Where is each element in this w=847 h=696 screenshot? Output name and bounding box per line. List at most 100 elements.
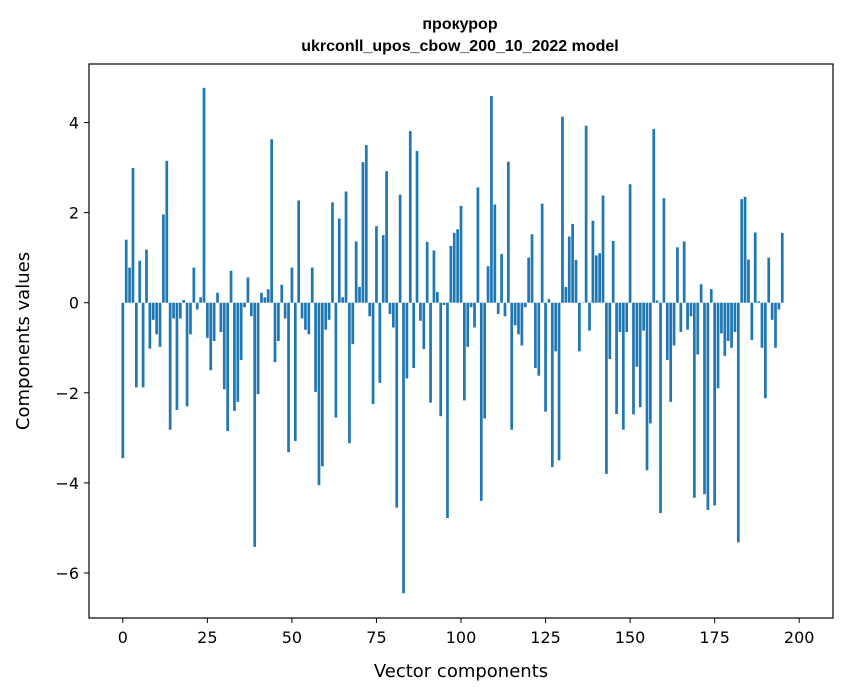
bar-79 bbox=[388, 302, 392, 314]
bar-190 bbox=[764, 302, 767, 399]
bar-174 bbox=[709, 289, 713, 303]
y-axis-label: Components values bbox=[13, 252, 34, 430]
bar-38 bbox=[249, 302, 253, 317]
bar-118 bbox=[520, 302, 524, 346]
bar-65 bbox=[341, 297, 344, 303]
bar-110 bbox=[493, 204, 497, 303]
bar-126 bbox=[547, 299, 551, 303]
bar-192 bbox=[770, 302, 774, 320]
x-tick-label: 50 bbox=[282, 628, 302, 647]
bar-107 bbox=[483, 302, 487, 419]
bar-169 bbox=[692, 302, 696, 498]
bar-167 bbox=[686, 302, 689, 330]
bar-101 bbox=[463, 302, 466, 401]
bar-3 bbox=[131, 168, 135, 303]
bar-103 bbox=[469, 302, 473, 308]
bar-1 bbox=[124, 239, 128, 303]
bar-99 bbox=[456, 229, 459, 303]
bar-171 bbox=[699, 284, 703, 303]
bar-156 bbox=[649, 302, 652, 424]
bar-98 bbox=[452, 232, 456, 303]
bar-64 bbox=[337, 218, 341, 303]
bar-27 bbox=[212, 302, 216, 341]
bar-97 bbox=[449, 245, 453, 303]
bar-61 bbox=[327, 302, 331, 320]
bar-19 bbox=[185, 302, 189, 407]
bar-144 bbox=[608, 302, 612, 360]
bar-20 bbox=[189, 302, 192, 335]
bar-175 bbox=[713, 302, 716, 506]
x-tick-label: 125 bbox=[530, 628, 561, 647]
bar-21 bbox=[192, 267, 196, 303]
bar-50 bbox=[290, 267, 294, 303]
bar-148 bbox=[621, 302, 625, 430]
bar-157 bbox=[652, 128, 656, 303]
bar-74 bbox=[371, 302, 375, 405]
bar-170 bbox=[696, 302, 700, 355]
bar-26 bbox=[209, 302, 213, 371]
y-tick-label: −4 bbox=[55, 474, 79, 493]
bar-102 bbox=[466, 302, 470, 347]
bar-125 bbox=[544, 302, 547, 412]
bar-120 bbox=[527, 257, 530, 303]
chart-title-line2: ukrconll_upos_cbow_200_10_2022 model bbox=[301, 38, 618, 55]
chart-title-line1: прокурор bbox=[422, 16, 497, 33]
bar-146 bbox=[615, 302, 618, 414]
bar-133 bbox=[571, 223, 574, 303]
bar-15 bbox=[172, 302, 175, 319]
bar-47 bbox=[280, 284, 284, 303]
bar-182 bbox=[736, 302, 740, 543]
bar-22 bbox=[195, 302, 199, 310]
bar-188 bbox=[757, 301, 760, 303]
bar-154 bbox=[642, 302, 645, 331]
bar-16 bbox=[175, 302, 179, 410]
bar-145 bbox=[611, 241, 615, 303]
bar-147 bbox=[618, 302, 622, 332]
bar-34 bbox=[236, 302, 240, 402]
bar-80 bbox=[392, 302, 395, 328]
bar-60 bbox=[324, 302, 328, 330]
bar-94 bbox=[439, 302, 443, 417]
bar-179 bbox=[726, 302, 730, 341]
bar-140 bbox=[594, 255, 598, 303]
bar-186 bbox=[750, 302, 754, 341]
bar-54 bbox=[304, 302, 307, 330]
x-tick-label: 75 bbox=[366, 628, 386, 647]
bar-37 bbox=[246, 277, 250, 303]
bar-106 bbox=[479, 302, 483, 501]
bar-176 bbox=[716, 302, 720, 389]
bar-132 bbox=[567, 236, 571, 303]
bar-70 bbox=[358, 286, 361, 303]
bar-29 bbox=[219, 302, 223, 332]
y-tick-label: 2 bbox=[69, 204, 79, 223]
bar-32 bbox=[229, 270, 233, 303]
bar-88 bbox=[419, 302, 422, 321]
bar-9 bbox=[151, 302, 155, 320]
bar-195 bbox=[780, 232, 784, 303]
bar-18 bbox=[182, 300, 186, 303]
bar-13 bbox=[165, 160, 169, 303]
bar-191 bbox=[767, 257, 771, 303]
bar-48 bbox=[283, 302, 287, 319]
bar-28 bbox=[216, 292, 219, 303]
bar-12 bbox=[162, 214, 165, 303]
y-tick-label: 4 bbox=[69, 114, 79, 133]
bar-43 bbox=[266, 289, 270, 303]
bar-31 bbox=[226, 302, 230, 432]
bar-104 bbox=[473, 302, 476, 328]
bar-141 bbox=[598, 253, 602, 303]
bars-group bbox=[121, 87, 784, 594]
bar-81 bbox=[395, 302, 399, 508]
bar-163 bbox=[672, 302, 676, 346]
bar-181 bbox=[733, 302, 737, 332]
bar-52 bbox=[297, 200, 301, 303]
bar-130 bbox=[561, 116, 564, 303]
bar-158 bbox=[655, 300, 659, 303]
bar-113 bbox=[503, 302, 507, 317]
y-tick-label: 0 bbox=[69, 294, 79, 313]
bar-90 bbox=[425, 241, 429, 303]
bar-67 bbox=[348, 302, 351, 444]
bar-95 bbox=[442, 302, 446, 305]
